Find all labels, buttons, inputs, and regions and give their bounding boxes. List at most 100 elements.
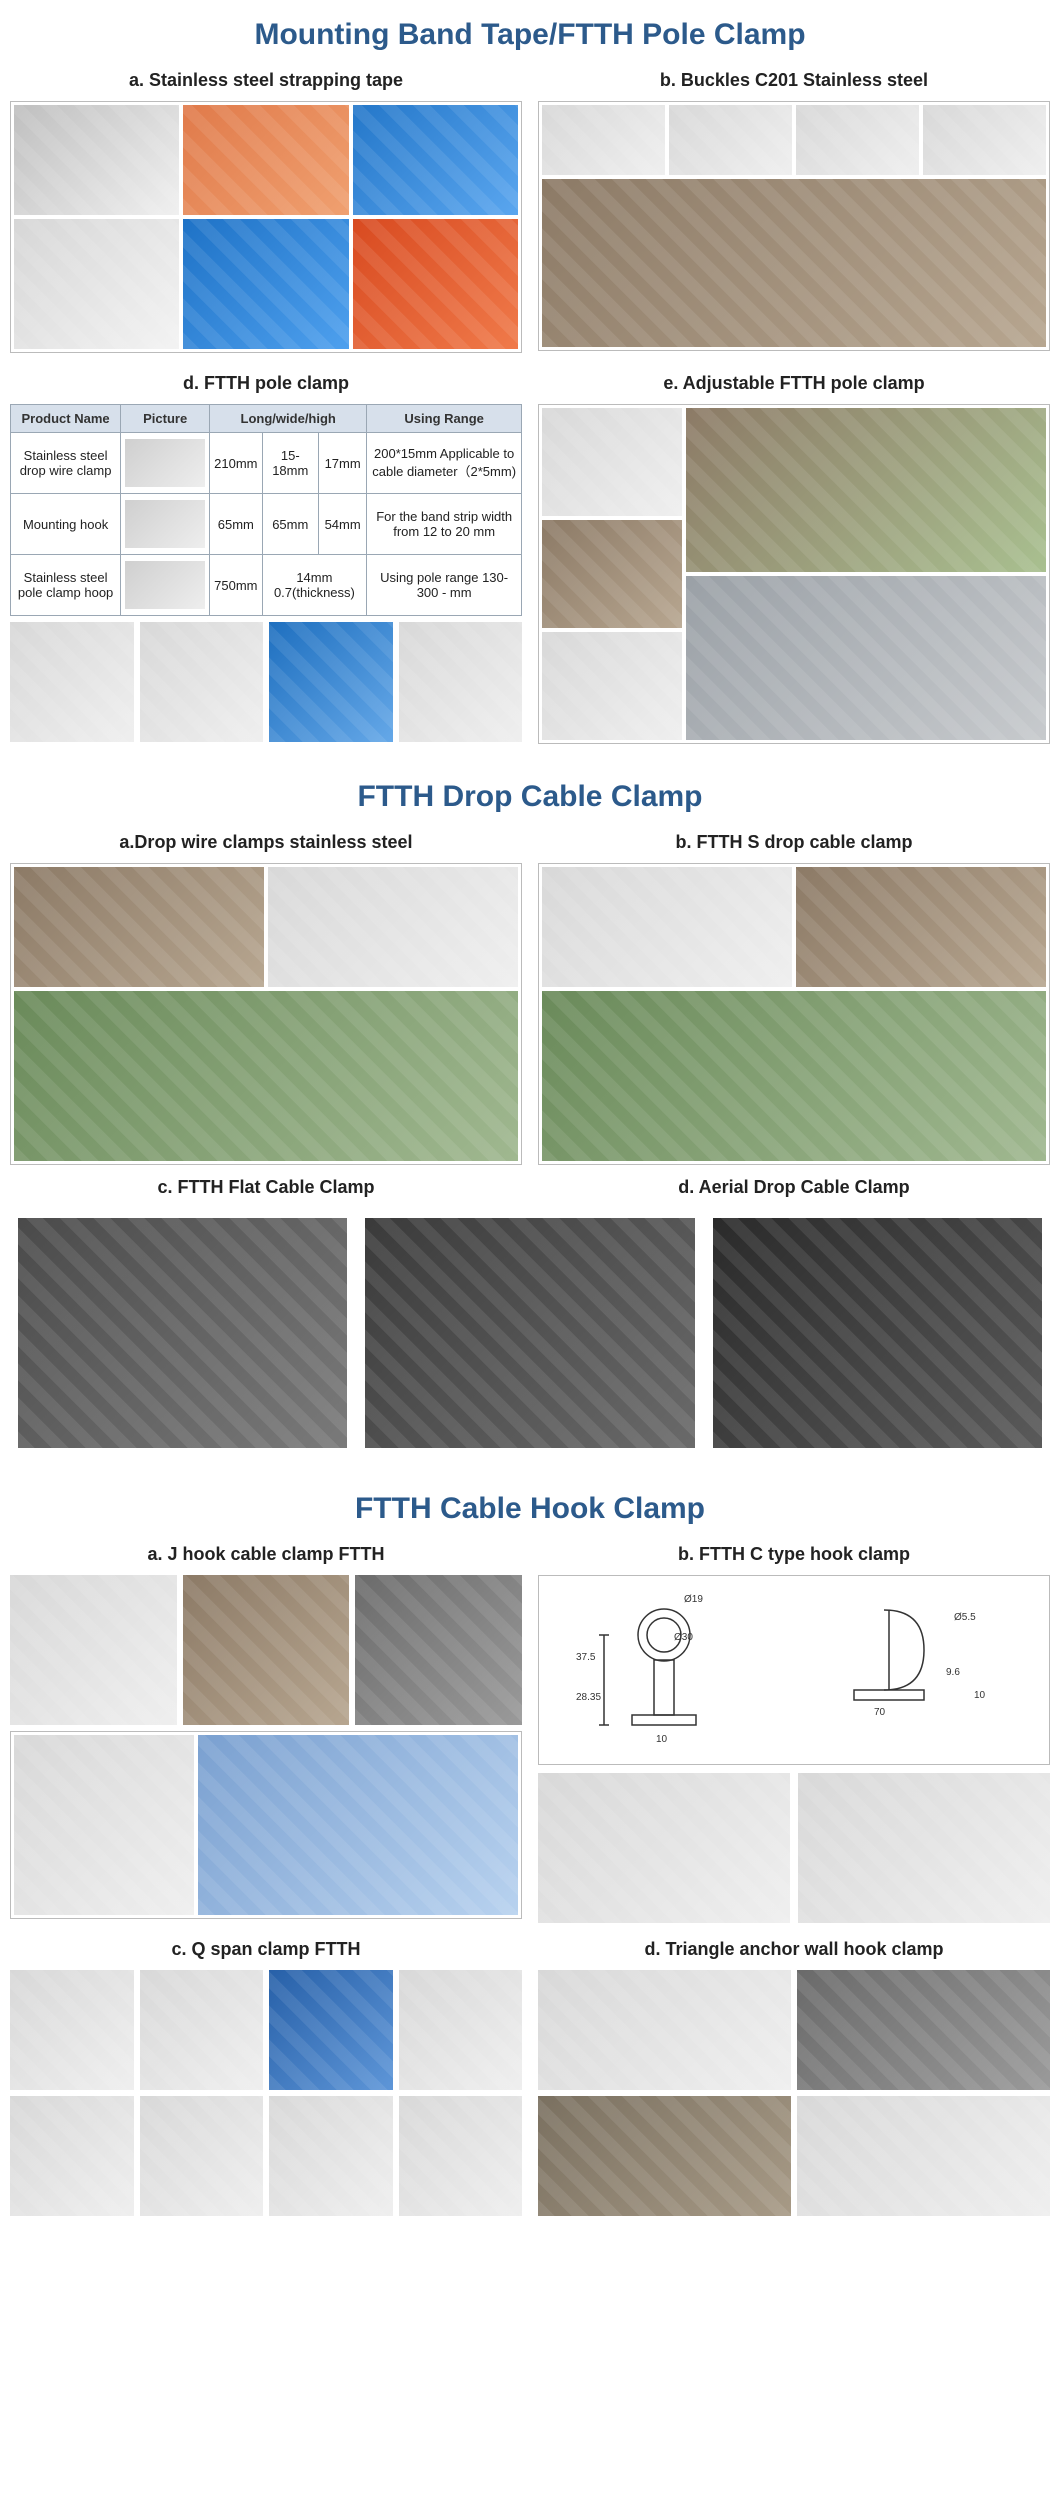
table-row: Mounting hook 65mm 65mm 54mm For the ban…: [11, 494, 522, 555]
dim-label: 10: [974, 1690, 986, 1701]
product-image: [125, 500, 205, 548]
hook-d-gallery: [538, 1970, 1050, 2216]
product-image: [538, 2096, 791, 2216]
hook-b-gallery: [538, 1773, 1050, 1923]
product-image: [796, 105, 919, 175]
product-image: [542, 105, 665, 175]
product-image: [399, 2096, 523, 2216]
ftth-pole-clamp-spec-table: Product Name Picture Long/wide/high Usin…: [10, 404, 522, 616]
mounting-b-gallery: [538, 101, 1050, 351]
cell: [121, 433, 210, 494]
cell: 15-18mm: [262, 433, 319, 494]
dim-label: Ø19: [684, 1594, 703, 1605]
cell: 200*15mm Applicable to cable diameter（2*…: [367, 433, 522, 494]
product-image: [14, 867, 264, 987]
mounting-a-gallery: [10, 101, 522, 353]
th-product-name: Product Name: [11, 405, 121, 433]
product-image: [125, 439, 205, 487]
product-image: [10, 2096, 134, 2216]
product-image: [10, 1970, 134, 2090]
mounting-b-block: b. Buckles C201 Stainless steel: [538, 64, 1050, 353]
hook-b-label: b. FTTH C type hook clamp: [538, 1538, 1050, 1575]
cell: Stainless steel pole clamp hoop: [11, 555, 121, 616]
dim-label: 70: [874, 1707, 886, 1718]
dropcable-a-block: a.Drop wire clamps stainless steel: [10, 826, 522, 1165]
hook-d-label: d. Triangle anchor wall hook clamp: [538, 1933, 1050, 1970]
product-image: [713, 1218, 1042, 1448]
hook-section-title: FTTH Cable Hook Clamp: [0, 1474, 1060, 1538]
product-image: [140, 622, 264, 742]
cell: For the band strip width from 12 to 20 m…: [367, 494, 522, 555]
product-image: [355, 1575, 522, 1725]
hook-d-block: d. Triangle anchor wall hook clamp: [538, 1933, 1050, 2216]
product-image: [140, 2096, 264, 2216]
dim-label: 37.5: [576, 1652, 596, 1663]
product-image: [268, 867, 518, 987]
product-image: [797, 2096, 1050, 2216]
th-picture: Picture: [121, 405, 210, 433]
product-image: [686, 408, 1046, 572]
hook-c-gallery: [10, 1970, 522, 2216]
dim-label: 28.35: [576, 1692, 601, 1703]
product-image: [183, 105, 348, 215]
product-image: [542, 632, 682, 740]
dropcable-a-label: a.Drop wire clamps stainless steel: [10, 826, 522, 863]
product-image: [538, 1773, 790, 1923]
cell: 17mm: [319, 433, 367, 494]
cell: Mounting hook: [11, 494, 121, 555]
product-image: [542, 991, 1046, 1161]
dropcable-b-gallery: [538, 863, 1050, 1165]
product-image: [198, 1735, 518, 1915]
cell: 65mm: [210, 494, 262, 555]
table-row: Stainless steel pole clamp hoop 750mm 14…: [11, 555, 522, 616]
hook-b-diagram: Ø19 Ø5.5 Ø30 37.5 28.35 9.6 10 10 70: [538, 1575, 1050, 1765]
mounting-b-label: b. Buckles C201 Stainless steel: [538, 64, 1050, 101]
product-image: [542, 408, 682, 516]
dim-label: 10: [656, 1734, 668, 1745]
mounting-section-title: Mounting Band Tape/FTTH Pole Clamp: [0, 0, 1060, 64]
dropcable-b-block: b. FTTH S drop cable clamp: [538, 826, 1050, 1165]
product-image: [353, 105, 518, 215]
hook-a-block: a. J hook cable clamp FTTH: [10, 1538, 522, 1923]
product-image: [269, 2096, 393, 2216]
th-using-range: Using Range: [367, 405, 522, 433]
dropcable-b-label: b. FTTH S drop cable clamp: [538, 826, 1050, 863]
product-image: [542, 179, 1046, 347]
mounting-e-gallery: [538, 404, 1050, 744]
product-image: [18, 1218, 347, 1448]
hook-a-gallery: [10, 1575, 522, 1725]
product-image: [353, 219, 518, 349]
hook-a-label: a. J hook cable clamp FTTH: [10, 1538, 522, 1575]
dropcable-cd-gallery: [0, 1208, 1060, 1452]
hook-b-block: b. FTTH C type hook clamp: [538, 1538, 1050, 1923]
product-image: [14, 219, 179, 349]
cell: Stainless steel drop wire clamp: [11, 433, 121, 494]
dropcable-c-label: c. FTTH Flat Cable Clamp: [10, 1171, 522, 1208]
mounting-a-label: a. Stainless steel strapping tape: [10, 64, 522, 101]
product-image: [140, 1970, 264, 2090]
product-image: [125, 561, 205, 609]
product-image: [14, 105, 179, 215]
product-image: [269, 1970, 393, 2090]
cell: [121, 494, 210, 555]
mounting-d-block: d. FTTH pole clamp Product Name Picture …: [10, 367, 522, 744]
dim-label: 9.6: [946, 1667, 960, 1678]
cell: 750mm: [210, 555, 262, 616]
cell: [121, 555, 210, 616]
product-image: [365, 1218, 694, 1448]
dropcable-a-gallery: [10, 863, 522, 1165]
technical-drawing-icon: Ø19 Ø5.5 Ø30 37.5 28.35 9.6 10 10 70: [554, 1580, 1034, 1760]
product-image: [923, 105, 1046, 175]
mounting-d-label: d. FTTH pole clamp: [10, 367, 522, 404]
product-image: [399, 622, 523, 742]
product-image: [798, 1773, 1050, 1923]
dim-label: Ø5.5: [954, 1612, 976, 1623]
dim-label: Ø30: [674, 1632, 693, 1643]
mounting-e-label: e. Adjustable FTTH pole clamp: [538, 367, 1050, 404]
product-image: [14, 1735, 194, 1915]
mounting-e-block: e. Adjustable FTTH pole clamp: [538, 367, 1050, 744]
product-image: [542, 520, 682, 628]
product-image: [10, 1575, 177, 1725]
product-image: [669, 105, 792, 175]
cell: Using pole range 130-300 - mm: [367, 555, 522, 616]
